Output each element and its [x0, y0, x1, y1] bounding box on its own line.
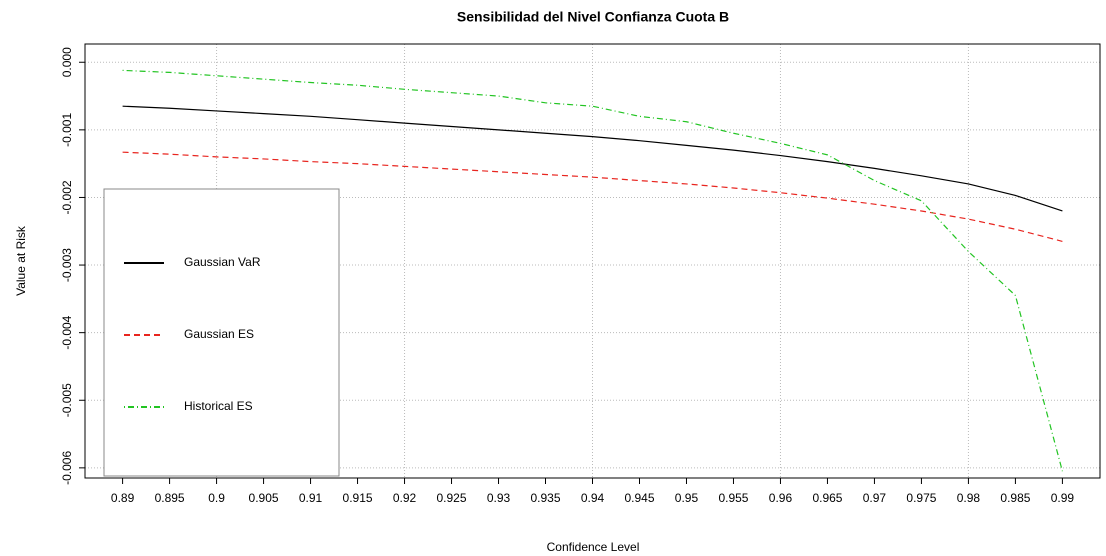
x-tick-label: 0.975 [906, 491, 936, 505]
y-tick-label: -0.006 [60, 451, 74, 485]
x-tick-label: 0.905 [249, 491, 279, 505]
x-tick-label: 0.91 [299, 491, 323, 505]
x-tick-label: 0.955 [718, 491, 748, 505]
x-tick-label: 0.895 [155, 491, 185, 505]
series-line [122, 69, 1063, 472]
x-tick-label: 0.99 [1051, 491, 1075, 505]
y-axis-label: Value at Risk [14, 225, 28, 296]
x-tick-label: 0.915 [343, 491, 373, 505]
x-tick-label: 0.965 [812, 491, 842, 505]
series-line [122, 151, 1063, 242]
x-tick-label: 0.985 [1000, 491, 1030, 505]
x-tick-label: 0.945 [624, 491, 654, 505]
x-tick-label: 0.96 [769, 491, 793, 505]
y-tick-label: -0.003 [60, 248, 74, 282]
y-tick-label: -0.002 [60, 180, 74, 214]
y-tick-label: 0.000 [60, 47, 74, 77]
x-tick-label: 0.97 [863, 491, 887, 505]
x-tick-label: 0.925 [437, 491, 467, 505]
y-tick-label: -0.005 [60, 383, 74, 417]
x-axis-label: Confidence Level [547, 540, 640, 554]
legend-label: Historical ES [184, 399, 253, 413]
y-tick-label: -0.004 [60, 315, 74, 349]
x-tick-label: 0.89 [111, 491, 135, 505]
legend-label: Gaussian ES [184, 327, 254, 341]
x-tick-label: 0.935 [530, 491, 560, 505]
x-tick-label: 0.94 [581, 491, 605, 505]
x-tick-label: 0.92 [393, 491, 417, 505]
x-tick-label: 0.9 [208, 491, 225, 505]
x-tick-label: 0.95 [675, 491, 699, 505]
x-tick-label: 0.98 [957, 491, 981, 505]
legend-label: Gaussian VaR [184, 255, 261, 269]
chart-title: Sensibilidad del Nivel Confianza Cuota B [457, 9, 729, 25]
series-line [122, 105, 1063, 212]
y-tick-label: -0.001 [60, 113, 74, 147]
legend-box [103, 188, 340, 477]
x-tick-label: 0.93 [487, 491, 511, 505]
